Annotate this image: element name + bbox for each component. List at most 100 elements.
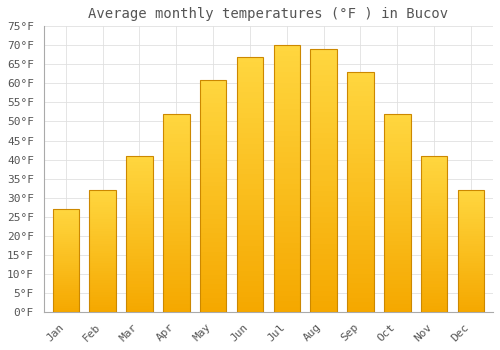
- Bar: [90, 300, 116, 302]
- Bar: [200, 270, 226, 275]
- Bar: [200, 187, 226, 191]
- Bar: [90, 190, 116, 312]
- Bar: [347, 274, 374, 278]
- Bar: [236, 240, 263, 246]
- Bar: [458, 190, 484, 192]
- Bar: [163, 300, 190, 304]
- Bar: [347, 278, 374, 283]
- Bar: [310, 259, 337, 265]
- Bar: [126, 259, 152, 262]
- Bar: [310, 80, 337, 86]
- Bar: [274, 243, 300, 248]
- Bar: [274, 205, 300, 211]
- Bar: [52, 224, 79, 225]
- Bar: [347, 158, 374, 163]
- Bar: [90, 224, 116, 226]
- Bar: [384, 138, 410, 142]
- Bar: [200, 261, 226, 266]
- Bar: [310, 196, 337, 202]
- Bar: [52, 302, 79, 304]
- Bar: [163, 118, 190, 122]
- Bar: [90, 309, 116, 312]
- Bar: [236, 246, 263, 251]
- Bar: [421, 256, 448, 259]
- Bar: [163, 304, 190, 308]
- Bar: [274, 189, 300, 195]
- Bar: [236, 276, 263, 281]
- Bar: [52, 248, 79, 250]
- Bar: [163, 260, 190, 264]
- Bar: [200, 182, 226, 187]
- Bar: [52, 211, 79, 213]
- Bar: [421, 172, 448, 175]
- Bar: [52, 289, 79, 292]
- Bar: [310, 181, 337, 186]
- Bar: [458, 256, 484, 258]
- Bar: [274, 136, 300, 141]
- Bar: [236, 133, 263, 138]
- Bar: [163, 209, 190, 213]
- Bar: [236, 307, 263, 312]
- Bar: [310, 144, 337, 149]
- Bar: [421, 281, 448, 284]
- Bar: [347, 86, 374, 91]
- Bar: [163, 241, 190, 245]
- Bar: [200, 266, 226, 270]
- Bar: [200, 252, 226, 256]
- Bar: [200, 89, 226, 93]
- Bar: [200, 303, 226, 307]
- Bar: [421, 156, 448, 159]
- Bar: [90, 210, 116, 212]
- Bar: [126, 187, 152, 190]
- Bar: [90, 302, 116, 304]
- Bar: [90, 207, 116, 210]
- Bar: [310, 238, 337, 244]
- Bar: [90, 266, 116, 268]
- Bar: [200, 201, 226, 205]
- Bar: [274, 184, 300, 189]
- Bar: [310, 217, 337, 223]
- Bar: [52, 293, 79, 295]
- Bar: [274, 66, 300, 72]
- Bar: [421, 212, 448, 215]
- Bar: [52, 238, 79, 240]
- Bar: [200, 131, 226, 135]
- Bar: [126, 243, 152, 246]
- Bar: [458, 297, 484, 300]
- Bar: [384, 161, 410, 166]
- Bar: [200, 238, 226, 242]
- Bar: [310, 170, 337, 175]
- Bar: [384, 217, 410, 221]
- Bar: [52, 228, 79, 230]
- Bar: [126, 156, 152, 159]
- Bar: [90, 212, 116, 215]
- Bar: [421, 221, 448, 224]
- Bar: [236, 154, 263, 159]
- Bar: [421, 184, 448, 187]
- Bar: [347, 250, 374, 254]
- Bar: [126, 156, 152, 312]
- Bar: [347, 230, 374, 235]
- Bar: [52, 292, 79, 293]
- Bar: [52, 252, 79, 254]
- Bar: [126, 271, 152, 274]
- Bar: [458, 217, 484, 219]
- Bar: [126, 262, 152, 265]
- Bar: [52, 209, 79, 211]
- Bar: [347, 134, 374, 139]
- Bar: [347, 125, 374, 130]
- Bar: [236, 236, 263, 240]
- Bar: [200, 159, 226, 163]
- Bar: [421, 159, 448, 162]
- Bar: [347, 115, 374, 120]
- Bar: [347, 77, 374, 82]
- Bar: [421, 181, 448, 184]
- Bar: [310, 112, 337, 118]
- Bar: [163, 225, 190, 229]
- Bar: [236, 164, 263, 169]
- Bar: [384, 169, 410, 173]
- Bar: [90, 263, 116, 266]
- Bar: [200, 242, 226, 247]
- Bar: [236, 174, 263, 179]
- Bar: [236, 67, 263, 72]
